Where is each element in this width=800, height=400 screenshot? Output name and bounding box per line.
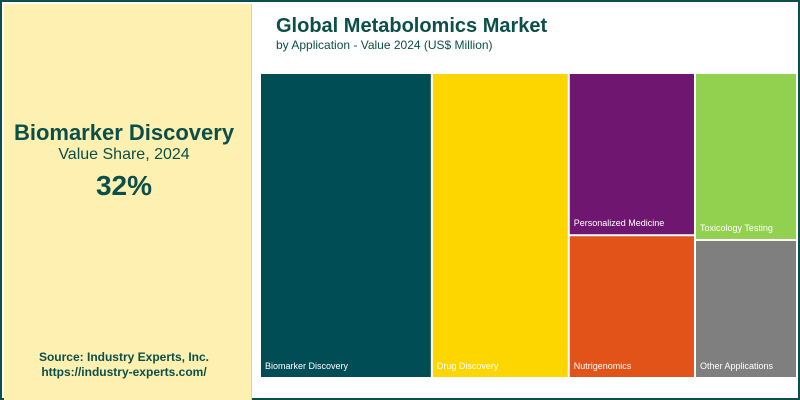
highlight-value: 32% (95, 170, 153, 201)
treemap-tile-drug-discovery (432, 74, 568, 377)
source-credit: Source: Industry Experts, Inc. https://i… (0, 350, 248, 380)
treemap-label-drug-discovery: Drug Discovery (437, 361, 499, 371)
treemap-tile-nutrigenomics (569, 236, 694, 377)
highlight-panel (4, 4, 252, 400)
chart-subtitle: by Application - Value 2024 (US$ Million… (276, 38, 493, 52)
treemap-label-other-applications: Other Applications (700, 361, 774, 371)
treemap-tile-toxicology-testing (695, 74, 796, 239)
treemap-label-biomarker-discovery: Biomarker Discovery (265, 361, 349, 371)
treemap-tile-other-applications (695, 240, 796, 377)
treemap-tile-biomarker-discovery (261, 74, 431, 377)
treemap-tile-personalized-medicine (569, 74, 694, 235)
treemap-label-personalized-medicine: Personalized Medicine (574, 218, 665, 228)
source-url: https://industry-experts.com/ (41, 365, 207, 379)
highlight-metric: Value Share, 2024 (58, 146, 190, 163)
source-name: Source: Industry Experts, Inc. (38, 350, 210, 364)
chart-title: Global Metabolomics Market (276, 15, 548, 37)
treemap-label-nutrigenomics: Nutrigenomics (574, 361, 632, 371)
treemap-label-toxicology-testing: Toxicology Testing (700, 223, 773, 233)
treemap-chart: Biomarker Discovery Drug Discovery Persona… (261, 74, 796, 377)
highlight-segment: Biomarker Discovery (13, 120, 235, 145)
